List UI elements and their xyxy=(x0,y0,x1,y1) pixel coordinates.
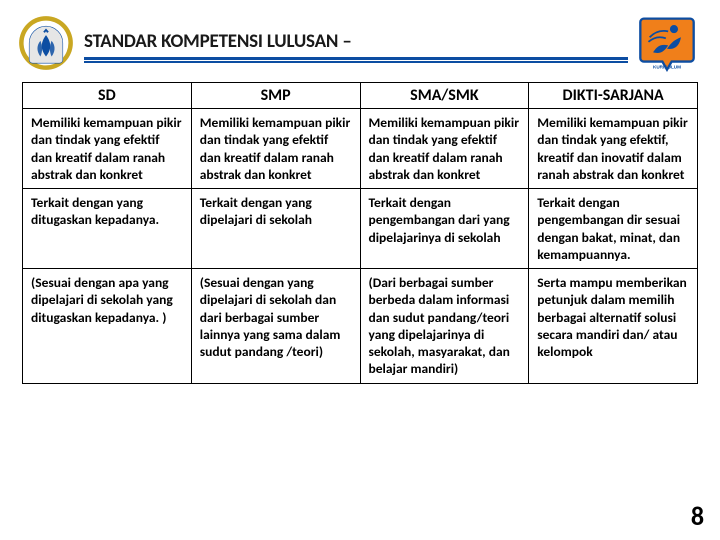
page-number: 8 xyxy=(691,500,704,532)
cell: Memiliki kemampuan pikir dan tindak yang… xyxy=(23,109,192,189)
table-row: Memiliki kemampuan pikir dan tindak yang… xyxy=(23,109,698,189)
title-prefix: STANDAR KOMPETENSI LULUSAN – xyxy=(84,30,356,53)
page-title: STANDAR KOMPETENSI LULUSAN – DOMAIN KETE… xyxy=(84,30,628,53)
cell: Terkait dengan yang ditugaskan kepadanya… xyxy=(23,189,192,269)
logo-right-caption: KURIKULUM xyxy=(653,65,681,70)
header: STANDAR KOMPETENSI LULUSAN – DOMAIN KETE… xyxy=(18,14,702,72)
col-sd: SD xyxy=(23,83,192,109)
cell: (Dari berbagai sumber berbeda dalam info… xyxy=(360,269,529,384)
cell: Terkait dengan pengembangan dari yang di… xyxy=(360,189,529,269)
logo-kurikulum: KURIKULUM xyxy=(638,14,696,72)
cell: (Sesuai dengan apa yang dipelajari di se… xyxy=(23,269,192,384)
col-sma: SMA/SMK xyxy=(360,83,529,109)
table-row: (Sesuai dengan apa yang dipelajari di se… xyxy=(23,269,698,384)
kurikulum-logo-icon: KURIKULUM xyxy=(638,14,696,72)
cell: Memiliki kemampuan pikir dan tindak yang… xyxy=(360,109,529,189)
cell: Memiliki kemampuan pikir dan tindak yang… xyxy=(191,109,360,189)
col-dikti: DIKTI-SARJANA xyxy=(529,83,698,109)
title-accent: DOMAIN KETERAMPILAN xyxy=(356,30,551,53)
slide-root: STANDAR KOMPETENSI LULUSAN – DOMAIN KETE… xyxy=(0,0,720,540)
table-row: Terkait dengan yang ditugaskan kepadanya… xyxy=(23,189,698,269)
title-wrap: STANDAR KOMPETENSI LULUSAN – DOMAIN KETE… xyxy=(84,30,628,57)
table-header-row: SD SMP SMA/SMK DIKTI-SARJANA xyxy=(23,83,698,109)
education-logo-icon xyxy=(18,15,74,71)
col-smp: SMP xyxy=(191,83,360,109)
cell: Terkait dengan yang dipelajari di sekola… xyxy=(191,189,360,269)
skl-table-wrap: SD SMP SMA/SMK DIKTI-SARJANA Memiliki ke… xyxy=(18,82,702,384)
cell: (Sesuai dengan yang dipelajari di sekola… xyxy=(191,269,360,384)
skl-table: SD SMP SMA/SMK DIKTI-SARJANA Memiliki ke… xyxy=(22,82,698,384)
cell: Serta mampu memberikan petunjuk dalam me… xyxy=(529,269,698,384)
logo-tut-wuri xyxy=(18,15,74,71)
cell: Memiliki kemampuan pikir dan tindak yang… xyxy=(529,109,698,189)
cell: Terkait dengan pengembangan dir sesuai d… xyxy=(529,189,698,269)
